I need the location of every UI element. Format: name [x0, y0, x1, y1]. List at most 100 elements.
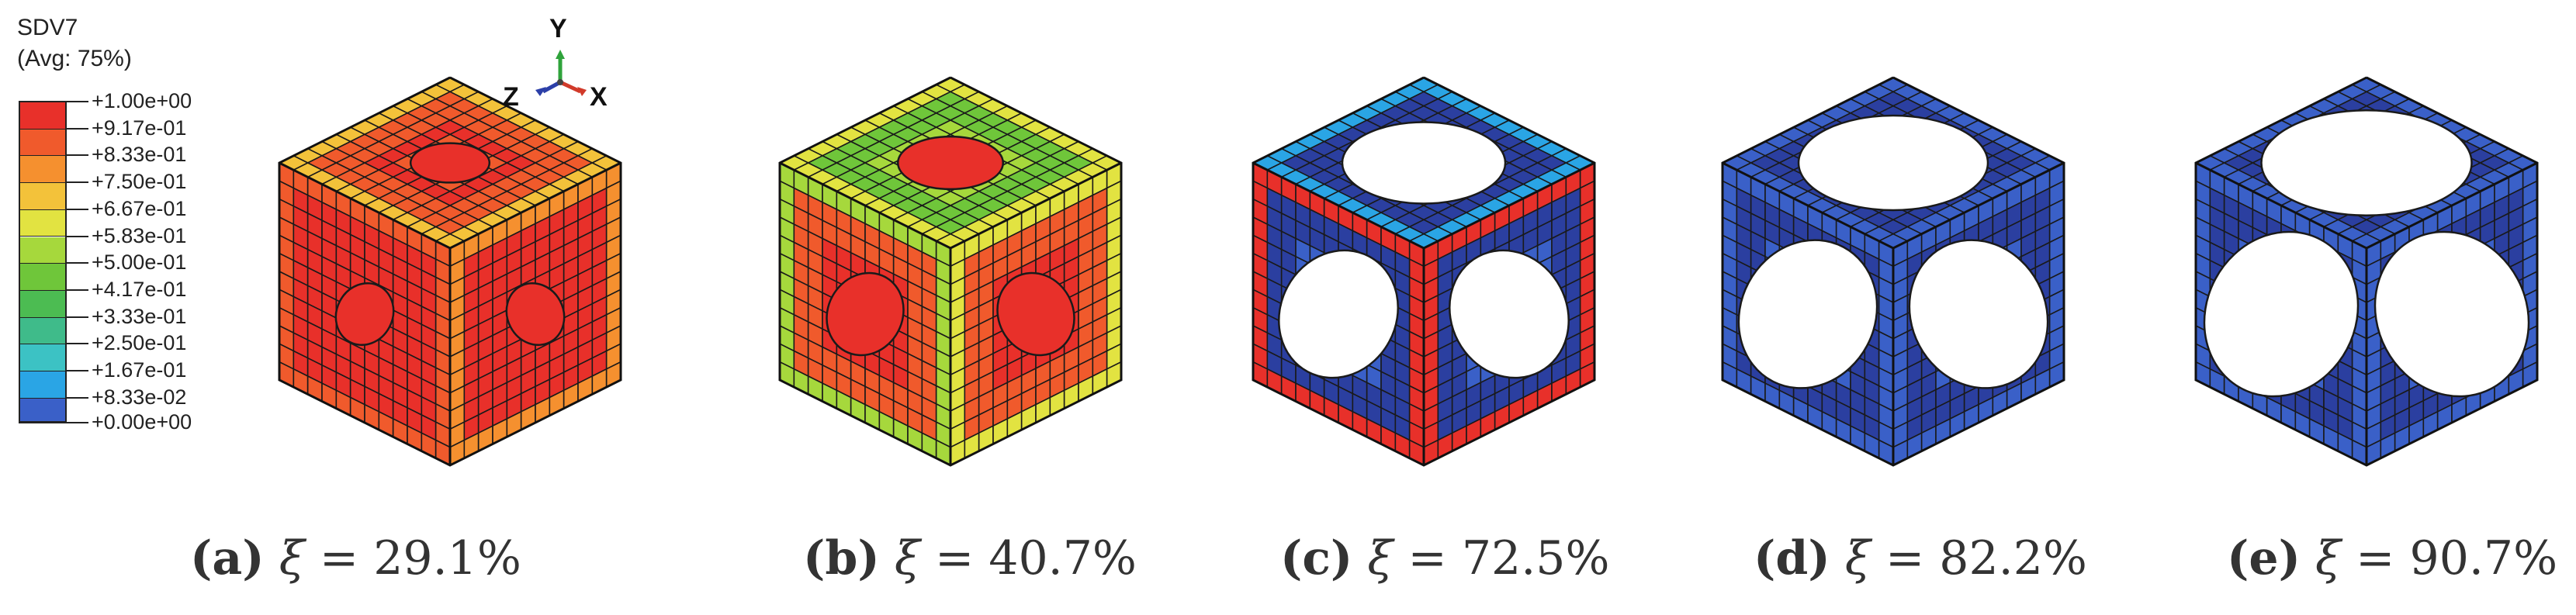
caption-equals: =: [319, 531, 359, 586]
face-hole: [996, 271, 1075, 357]
caption-equals: =: [2356, 531, 2395, 586]
caption-symbol: ξ: [279, 531, 305, 586]
face-hole: [2373, 230, 2530, 398]
caption-value: 29.1%: [373, 531, 521, 586]
lattice-cube-b: [778, 76, 1123, 467]
face-hole: [1278, 249, 1399, 379]
face-hole: [2203, 230, 2360, 398]
caption-letter: (e): [2227, 531, 2301, 586]
legend-tick-label: +5.83e-01: [92, 223, 187, 247]
axis-label-x: X: [590, 82, 608, 112]
legend-variable: SDV7: [17, 15, 78, 40]
face-right: [1423, 161, 1595, 467]
legend-swatch: [20, 264, 65, 291]
legend-tick: [67, 316, 88, 318]
axis-label-z: Z: [503, 82, 519, 112]
legend-tick: [67, 396, 88, 399]
lattice-cube-a: [278, 76, 622, 467]
lattice-cube-d: [1721, 76, 2065, 467]
caption-equals: =: [1885, 531, 1925, 586]
legend-swatch: [20, 371, 65, 399]
legend-title: SDV7 (Avg: 75%): [17, 12, 132, 74]
axis-triad-icon: [535, 50, 587, 96]
caption-value: 72.5%: [1461, 531, 1610, 586]
axis-label-y: Y: [549, 14, 567, 43]
face-top: [1721, 77, 2065, 249]
face-hole: [896, 135, 1005, 191]
legend-tick-label: +5.00e-01: [92, 250, 187, 275]
face-hole: [826, 271, 905, 357]
lattice-cube-c: [1252, 76, 1596, 467]
caption-d: (d) ξ = 82.2%: [1754, 527, 2087, 589]
caption-e: (e) ξ = 90.7%: [2227, 527, 2557, 589]
caption-value: 40.7%: [989, 531, 1137, 586]
face-left: [1722, 161, 1894, 467]
legend-tick-label: +1.67e-01: [92, 358, 187, 382]
legend-tick-label: +6.67e-01: [92, 196, 187, 220]
legend-swatch: [20, 183, 65, 210]
legend-swatch: [20, 398, 65, 422]
legend-tick-label: +2.50e-01: [92, 331, 187, 355]
legend-tick-label: +1.00e+00: [92, 89, 192, 112]
caption-value: 90.7%: [2409, 531, 2558, 586]
face-left: [279, 161, 451, 467]
legend-tick: [67, 422, 88, 423]
face-top: [1252, 77, 1596, 249]
caption-symbol: ξ: [1844, 531, 1871, 586]
caption-letter: (a): [190, 531, 265, 586]
legend-swatch: [20, 102, 65, 130]
legend-swatch: [20, 237, 65, 264]
legend-swatch: [20, 129, 65, 157]
face-hole: [1908, 239, 2049, 389]
legend-tick: [67, 208, 88, 210]
caption-letter: (d): [1754, 531, 1830, 586]
caption-symbol: ξ: [1367, 531, 1394, 586]
caption-symbol: ξ: [894, 531, 920, 586]
face-hole: [1341, 121, 1507, 205]
face-right: [449, 161, 621, 467]
face-top: [278, 77, 622, 249]
face-right: [950, 161, 1122, 467]
legend-averaging: (Avg: 75%): [17, 46, 132, 71]
face-hole: [409, 142, 491, 184]
legend-tick-label: +0.00e+00: [92, 410, 192, 434]
caption-letter: (c): [1280, 531, 1353, 586]
caption-a: (a) ξ = 29.1%: [190, 527, 521, 589]
legend-tick-label: +8.33e-02: [92, 385, 187, 409]
caption-symbol: ξ: [2315, 531, 2342, 586]
legend-tick-label: +4.17e-01: [92, 277, 187, 301]
face-hole: [1737, 239, 1878, 389]
legend-tick-label: +9.17e-01: [92, 116, 187, 140]
legend-tick: [67, 101, 88, 102]
legend-swatch: [20, 344, 65, 371]
legend-swatch: [20, 209, 65, 237]
legend-tick: [67, 343, 88, 345]
caption-b: (b) ξ = 40.7%: [803, 527, 1137, 589]
face-hole: [505, 282, 566, 347]
caption-equals: =: [1407, 531, 1447, 586]
legend-tick: [67, 154, 88, 157]
caption-value: 82.2%: [1939, 531, 2087, 586]
caption-letter: (b): [803, 531, 880, 586]
legend-tick-label: +8.33e-01: [92, 143, 187, 167]
caption-c: (c) ξ = 72.5%: [1280, 527, 1609, 589]
legend-tick: [67, 262, 88, 264]
legend-tick-label: +3.33e-01: [92, 304, 187, 328]
axis-triad: Y Z X: [503, 14, 621, 119]
legend-swatch: [20, 290, 65, 318]
legend-tick: [67, 288, 88, 291]
legend-swatch: [20, 317, 65, 345]
legend-swatch: [20, 156, 65, 184]
legend-tick: [67, 181, 88, 184]
legend-tick: [67, 127, 88, 130]
face-hole: [1449, 249, 1570, 379]
lattice-cube-e: [2194, 76, 2539, 467]
color-legend-bar: [19, 101, 67, 423]
legend-tick: [67, 370, 88, 371]
face-right: [2366, 161, 2538, 467]
face-hole: [2260, 109, 2473, 217]
face-hole: [1797, 114, 1989, 212]
legend-tick: [67, 235, 88, 237]
face-left: [1252, 161, 1425, 467]
caption-equals: =: [934, 531, 975, 586]
